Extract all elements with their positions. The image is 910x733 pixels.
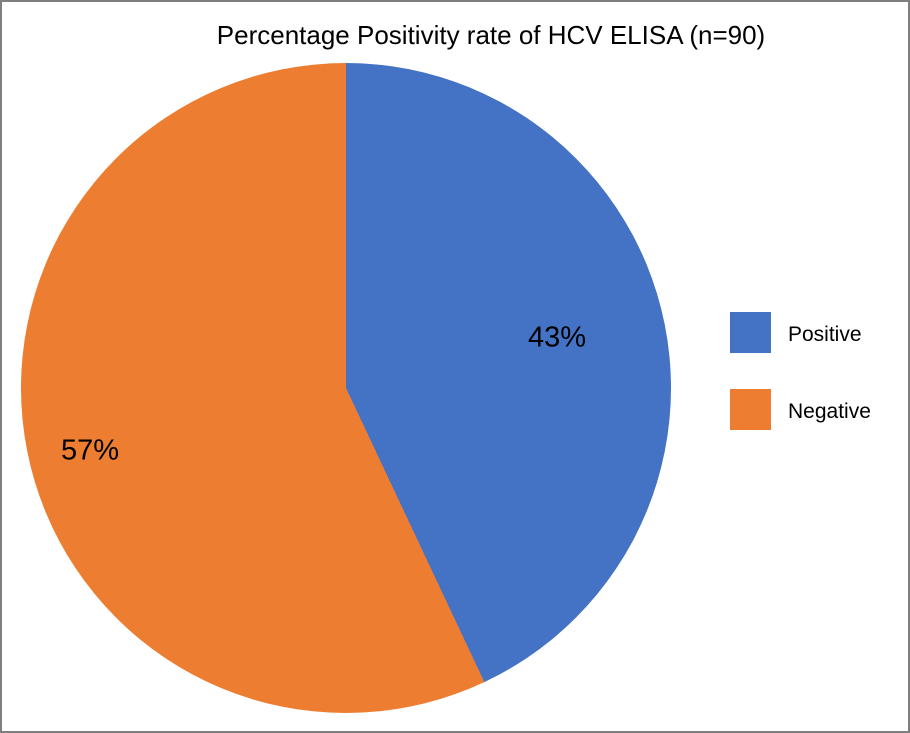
legend-item-positive: Positive: [730, 312, 862, 353]
legend-swatch-negative-icon: [730, 389, 771, 430]
pie-slice-label-positive: 43%: [527, 321, 587, 354]
legend-label-negative: Negative: [788, 399, 871, 423]
pie-slice-label-negative: 57%: [60, 434, 120, 467]
legend-label-positive: Positive: [788, 322, 862, 346]
pie-chart: [21, 63, 671, 713]
legend-item-negative: Negative: [730, 389, 871, 430]
chart-title: Percentage Positivity rate of HCV ELISA …: [216, 20, 766, 50]
legend-swatch-positive-icon: [730, 312, 771, 353]
